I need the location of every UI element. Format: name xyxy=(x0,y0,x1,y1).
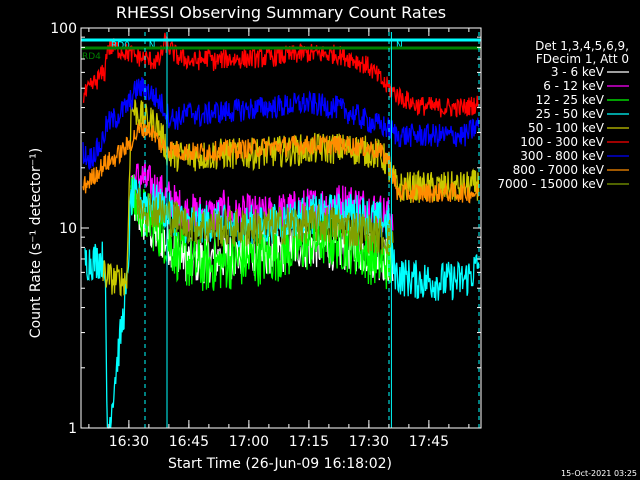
x-tick-label-4: 17:15 xyxy=(289,434,329,450)
legend-label-1: 3 - 6 keV xyxy=(551,65,605,79)
chart-title: RHESSI Observing Summary Count Rates xyxy=(116,3,446,22)
legend-header-2: FDecim 1, Att 0 xyxy=(536,52,629,66)
y-axis-label: Count Rate (s⁻¹ detector⁻¹) xyxy=(28,148,44,338)
x-tick-label-1: 16:30 xyxy=(109,434,149,450)
series-line-8 xyxy=(82,118,480,204)
legend-label-6: 100 - 300 keV xyxy=(520,135,604,149)
flag-label-1: RD0 xyxy=(111,41,130,51)
y-tick-label-3: 100 xyxy=(50,21,77,37)
x-tick-label-5: 17:30 xyxy=(349,434,389,450)
flag-label-2: N xyxy=(149,41,156,51)
legend-label-2: 6 - 12 keV xyxy=(543,79,605,93)
legend-label-4: 25 - 50 keV xyxy=(536,107,605,121)
axes: 16:30 16:45 17:00 17:15 17:30 17:45 1 10 100 xyxy=(50,21,481,450)
x-tick-label-6: 17:45 xyxy=(409,434,449,450)
series-line-7 xyxy=(82,77,480,170)
legend: Det 1,3,4,5,6,9,FDecim 1, Att 03 - 6 keV… xyxy=(497,39,629,191)
legend-label-5: 50 - 100 keV xyxy=(528,121,605,135)
y-tick-label-1: 1 xyxy=(68,421,77,437)
legend-label-9: 7000 - 15000 keV xyxy=(497,177,604,191)
legend-label-3: 12 - 25 keV xyxy=(536,93,605,107)
flag-label-4: RD4 xyxy=(82,52,101,62)
footer-timestamp: 15-Oct-2021 03:25 xyxy=(561,469,637,478)
y-tick-label-2: 10 xyxy=(59,221,77,237)
legend-header-1: Det 1,3,4,5,6,9, xyxy=(535,39,629,53)
legend-label-8: 800 - 7000 keV xyxy=(513,163,605,177)
flag-label-3: N xyxy=(396,41,403,51)
legend-label-7: 300 - 800 keV xyxy=(520,149,604,163)
x-axis-label: Start Time (26-Jun-09 16:18:02) xyxy=(168,456,392,472)
plot-area: RD0 N N RD4 xyxy=(80,32,481,429)
series-line-5 xyxy=(102,99,480,297)
series-line-6 xyxy=(82,32,480,118)
x-tick-label-2: 16:45 xyxy=(169,434,209,450)
series-line-9 xyxy=(136,187,394,255)
x-tick-label-3: 17:00 xyxy=(229,434,269,450)
